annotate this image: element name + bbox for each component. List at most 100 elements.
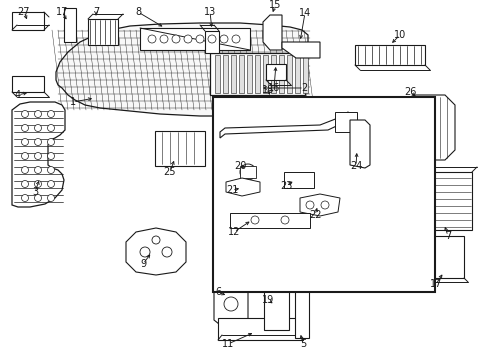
- Bar: [88, 19, 118, 45]
- Bar: [265, 64, 285, 80]
- Circle shape: [47, 180, 54, 188]
- Text: 27: 27: [18, 7, 30, 17]
- Polygon shape: [214, 280, 247, 328]
- Text: 7: 7: [93, 7, 99, 17]
- Polygon shape: [299, 194, 339, 216]
- Bar: [254, 55, 260, 93]
- Polygon shape: [282, 42, 319, 58]
- Polygon shape: [220, 112, 351, 138]
- Bar: [215, 55, 220, 93]
- Bar: [140, 28, 249, 50]
- Polygon shape: [349, 120, 369, 168]
- Text: 24: 24: [349, 161, 362, 171]
- Text: 16: 16: [267, 83, 280, 93]
- Bar: [279, 55, 284, 93]
- Circle shape: [21, 111, 28, 117]
- Circle shape: [281, 216, 288, 224]
- Polygon shape: [263, 15, 282, 50]
- Polygon shape: [397, 95, 454, 160]
- Circle shape: [152, 236, 160, 244]
- Circle shape: [162, 247, 172, 257]
- Circle shape: [35, 166, 41, 174]
- Circle shape: [172, 35, 180, 43]
- Circle shape: [47, 139, 54, 145]
- Circle shape: [240, 164, 256, 180]
- Circle shape: [21, 180, 28, 188]
- Circle shape: [35, 194, 41, 202]
- Circle shape: [207, 35, 216, 43]
- Circle shape: [21, 139, 28, 145]
- Bar: [204, 31, 219, 53]
- Bar: [294, 273, 308, 338]
- Text: 22: 22: [308, 210, 321, 220]
- Bar: [155, 131, 204, 166]
- Text: 11: 11: [222, 339, 234, 349]
- Bar: [229, 213, 309, 228]
- Text: 13: 13: [203, 7, 216, 17]
- Bar: [284, 172, 313, 188]
- Bar: [12, 12, 44, 30]
- Polygon shape: [12, 102, 65, 207]
- Text: 14: 14: [298, 8, 310, 18]
- Circle shape: [224, 297, 238, 311]
- Polygon shape: [126, 228, 185, 275]
- Circle shape: [35, 125, 41, 131]
- Bar: [286, 55, 291, 93]
- Bar: [213, 97, 434, 292]
- Circle shape: [47, 194, 54, 202]
- Text: 23: 23: [279, 181, 292, 191]
- Polygon shape: [225, 178, 260, 196]
- Text: 17: 17: [56, 7, 68, 17]
- Text: 20: 20: [233, 161, 245, 171]
- Bar: [264, 278, 288, 330]
- Circle shape: [220, 35, 227, 43]
- Text: 3: 3: [32, 187, 38, 197]
- Polygon shape: [56, 23, 321, 116]
- Bar: [218, 318, 303, 340]
- Text: 15: 15: [268, 0, 281, 10]
- Text: 17: 17: [429, 279, 441, 289]
- Circle shape: [250, 216, 259, 224]
- Bar: [64, 8, 76, 42]
- Bar: [354, 45, 424, 65]
- Circle shape: [196, 35, 203, 43]
- Circle shape: [47, 111, 54, 117]
- Circle shape: [35, 153, 41, 159]
- Circle shape: [320, 201, 328, 209]
- Text: 2: 2: [300, 83, 306, 93]
- Circle shape: [35, 111, 41, 117]
- Circle shape: [160, 35, 168, 43]
- Circle shape: [305, 201, 313, 209]
- Bar: [270, 55, 275, 93]
- Text: 8: 8: [135, 7, 141, 17]
- Circle shape: [183, 35, 192, 43]
- Bar: [240, 166, 256, 178]
- Circle shape: [21, 166, 28, 174]
- Circle shape: [35, 180, 41, 188]
- Bar: [334, 112, 356, 132]
- Bar: [294, 55, 299, 93]
- Bar: [239, 55, 244, 93]
- Text: 10: 10: [393, 30, 406, 40]
- Text: 7: 7: [444, 231, 450, 241]
- Bar: [429, 236, 463, 278]
- Text: 1: 1: [70, 97, 76, 107]
- Circle shape: [148, 35, 156, 43]
- Bar: [411, 172, 471, 230]
- Bar: [230, 55, 236, 93]
- Bar: [263, 55, 267, 93]
- Circle shape: [21, 194, 28, 202]
- Circle shape: [35, 139, 41, 145]
- Bar: [246, 55, 251, 93]
- Text: 5: 5: [299, 339, 305, 349]
- Circle shape: [47, 153, 54, 159]
- Text: 12: 12: [227, 227, 240, 237]
- Circle shape: [47, 166, 54, 174]
- Text: 18: 18: [262, 85, 274, 95]
- Text: 25: 25: [163, 167, 176, 177]
- Text: 4: 4: [15, 90, 21, 100]
- Text: 19: 19: [262, 295, 274, 305]
- Text: 26: 26: [403, 87, 415, 97]
- Bar: [209, 53, 305, 95]
- Text: 21: 21: [225, 185, 238, 195]
